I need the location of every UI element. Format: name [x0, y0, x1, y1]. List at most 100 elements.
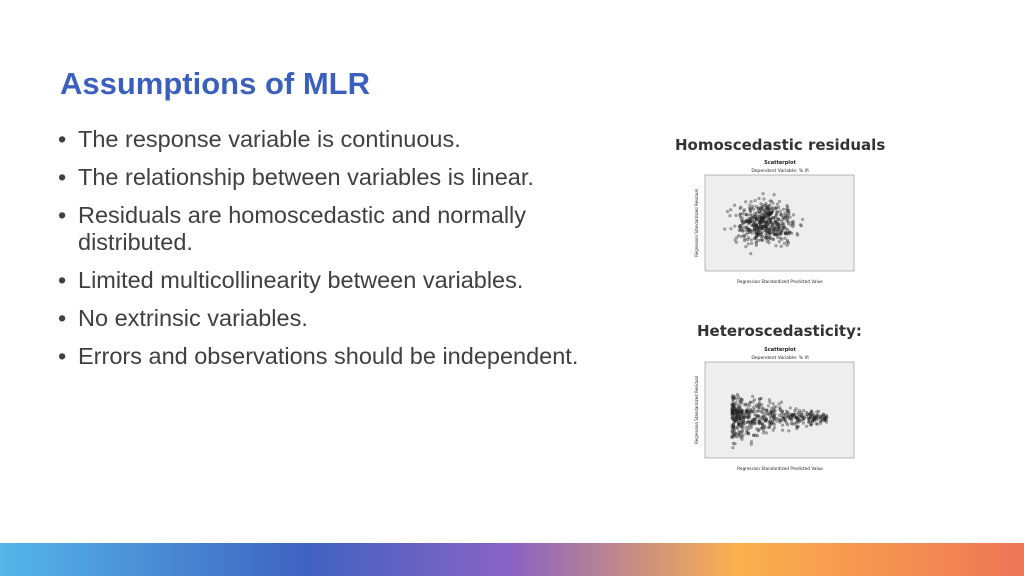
bullet-marker: • — [58, 164, 67, 190]
scatter-point — [794, 407, 798, 411]
scatter-point — [730, 435, 734, 440]
scatter-point — [777, 226, 781, 230]
scatter-point — [740, 397, 744, 401]
scatter-point — [760, 204, 764, 209]
scatter-point — [789, 413, 793, 417]
scatter-point — [767, 237, 771, 241]
bullet-text: Limited multicollinearity between variab… — [78, 267, 524, 293]
bullet-list: • The response variable is continuous. • T… — [58, 126, 598, 381]
scatter-point — [742, 209, 746, 213]
scatter-point — [809, 423, 813, 427]
scatter-point — [791, 225, 795, 229]
scatter-point — [769, 218, 773, 222]
scatter-point — [788, 417, 792, 421]
scatter-point — [745, 429, 749, 433]
scatter-point — [764, 431, 768, 435]
scatter-point — [738, 206, 742, 211]
scatter-point — [776, 232, 780, 236]
scatter-point — [746, 427, 751, 431]
scatter-point — [744, 200, 748, 204]
scatter-point — [745, 213, 750, 217]
scatter-point — [751, 394, 755, 398]
scatter-point — [777, 218, 781, 222]
scatter-point — [731, 412, 735, 416]
scatter-point — [761, 431, 766, 435]
bullet-text: No extrinsic variables. — [78, 305, 308, 331]
scatter-point — [751, 204, 755, 208]
scatter-point — [787, 211, 791, 216]
scatter-point — [786, 232, 790, 236]
scatter-point — [801, 415, 805, 419]
scatter-point — [736, 409, 741, 413]
scatter-point — [801, 409, 806, 413]
scatter-point — [754, 240, 758, 244]
scatter-point — [756, 229, 760, 233]
scatter-point — [762, 197, 766, 201]
scatter-point — [781, 221, 786, 226]
scatter-point — [734, 431, 738, 435]
scatter-point — [776, 235, 780, 240]
scatter-point — [782, 418, 786, 422]
scatter-point — [731, 400, 735, 404]
scatter-point — [780, 222, 784, 226]
scatter-point — [753, 421, 757, 425]
scatter-point — [759, 396, 763, 400]
bullet-item: • Limited multicollinearity between varia… — [58, 267, 598, 294]
scatter-points — [730, 392, 829, 450]
scatter-point — [796, 419, 800, 423]
homoscedastic-scatterplot: Scatterplot Dependent Variable: % ifi Re… — [694, 160, 855, 284]
scatter-point — [731, 446, 735, 450]
scatter-point — [789, 414, 793, 418]
x-axis-label: Regression Standardized Predicted Value — [737, 279, 823, 284]
scatter-point — [785, 239, 790, 243]
scatter-point — [742, 416, 746, 420]
scatter-point — [812, 414, 816, 418]
scatter-point — [809, 413, 813, 417]
scatter-point — [785, 243, 789, 247]
scatter-point — [750, 223, 754, 227]
scatter-point — [818, 419, 822, 423]
scatter-point — [763, 203, 767, 207]
scatter-point — [786, 423, 790, 427]
scatter-point — [792, 222, 796, 226]
scatter-point — [780, 428, 785, 432]
scatter-point — [764, 208, 768, 212]
scatter-point — [756, 232, 760, 236]
scatter-point — [774, 244, 778, 248]
plot-area — [704, 361, 855, 459]
scatter-point — [786, 205, 790, 209]
scatter-point — [772, 226, 777, 230]
scatter-point — [748, 401, 752, 405]
scatter-point — [748, 210, 753, 214]
bullet-text: Errors and observations should be indepe… — [78, 343, 579, 369]
scatter-point — [766, 230, 770, 234]
scatter-point — [809, 409, 813, 413]
scatter-point — [757, 422, 762, 426]
scatter-point — [770, 406, 774, 411]
scatter-point — [734, 240, 738, 244]
scatter-point — [757, 409, 761, 413]
scatter-point — [767, 425, 771, 430]
scatter-point — [749, 442, 753, 446]
heteroscedastic-scatterplot: Scatterplot Dependent Variable: % ifi Re… — [694, 347, 855, 471]
scatter-point — [796, 233, 800, 237]
plot-title: Scatterplot — [764, 347, 796, 353]
scatter-point — [755, 405, 759, 409]
scatter-point — [787, 429, 791, 433]
scatter-point — [738, 414, 742, 418]
scatter-point — [752, 398, 756, 402]
scatter-point — [770, 199, 774, 203]
scatter-point — [746, 432, 751, 436]
scatter-point — [795, 426, 799, 431]
scatter-point — [772, 414, 777, 418]
bullet-text: The relationship between variables is li… — [78, 164, 534, 190]
scatter-point — [750, 409, 755, 414]
scatter-point — [730, 405, 734, 410]
scatter-point — [769, 416, 773, 420]
scatter-point — [757, 428, 761, 432]
scatter-point — [749, 216, 753, 220]
bullet-item: • The relationship between variables is l… — [58, 164, 598, 191]
scatter-point — [760, 216, 764, 220]
scatter-point — [768, 412, 773, 416]
scatter-point — [732, 203, 737, 207]
